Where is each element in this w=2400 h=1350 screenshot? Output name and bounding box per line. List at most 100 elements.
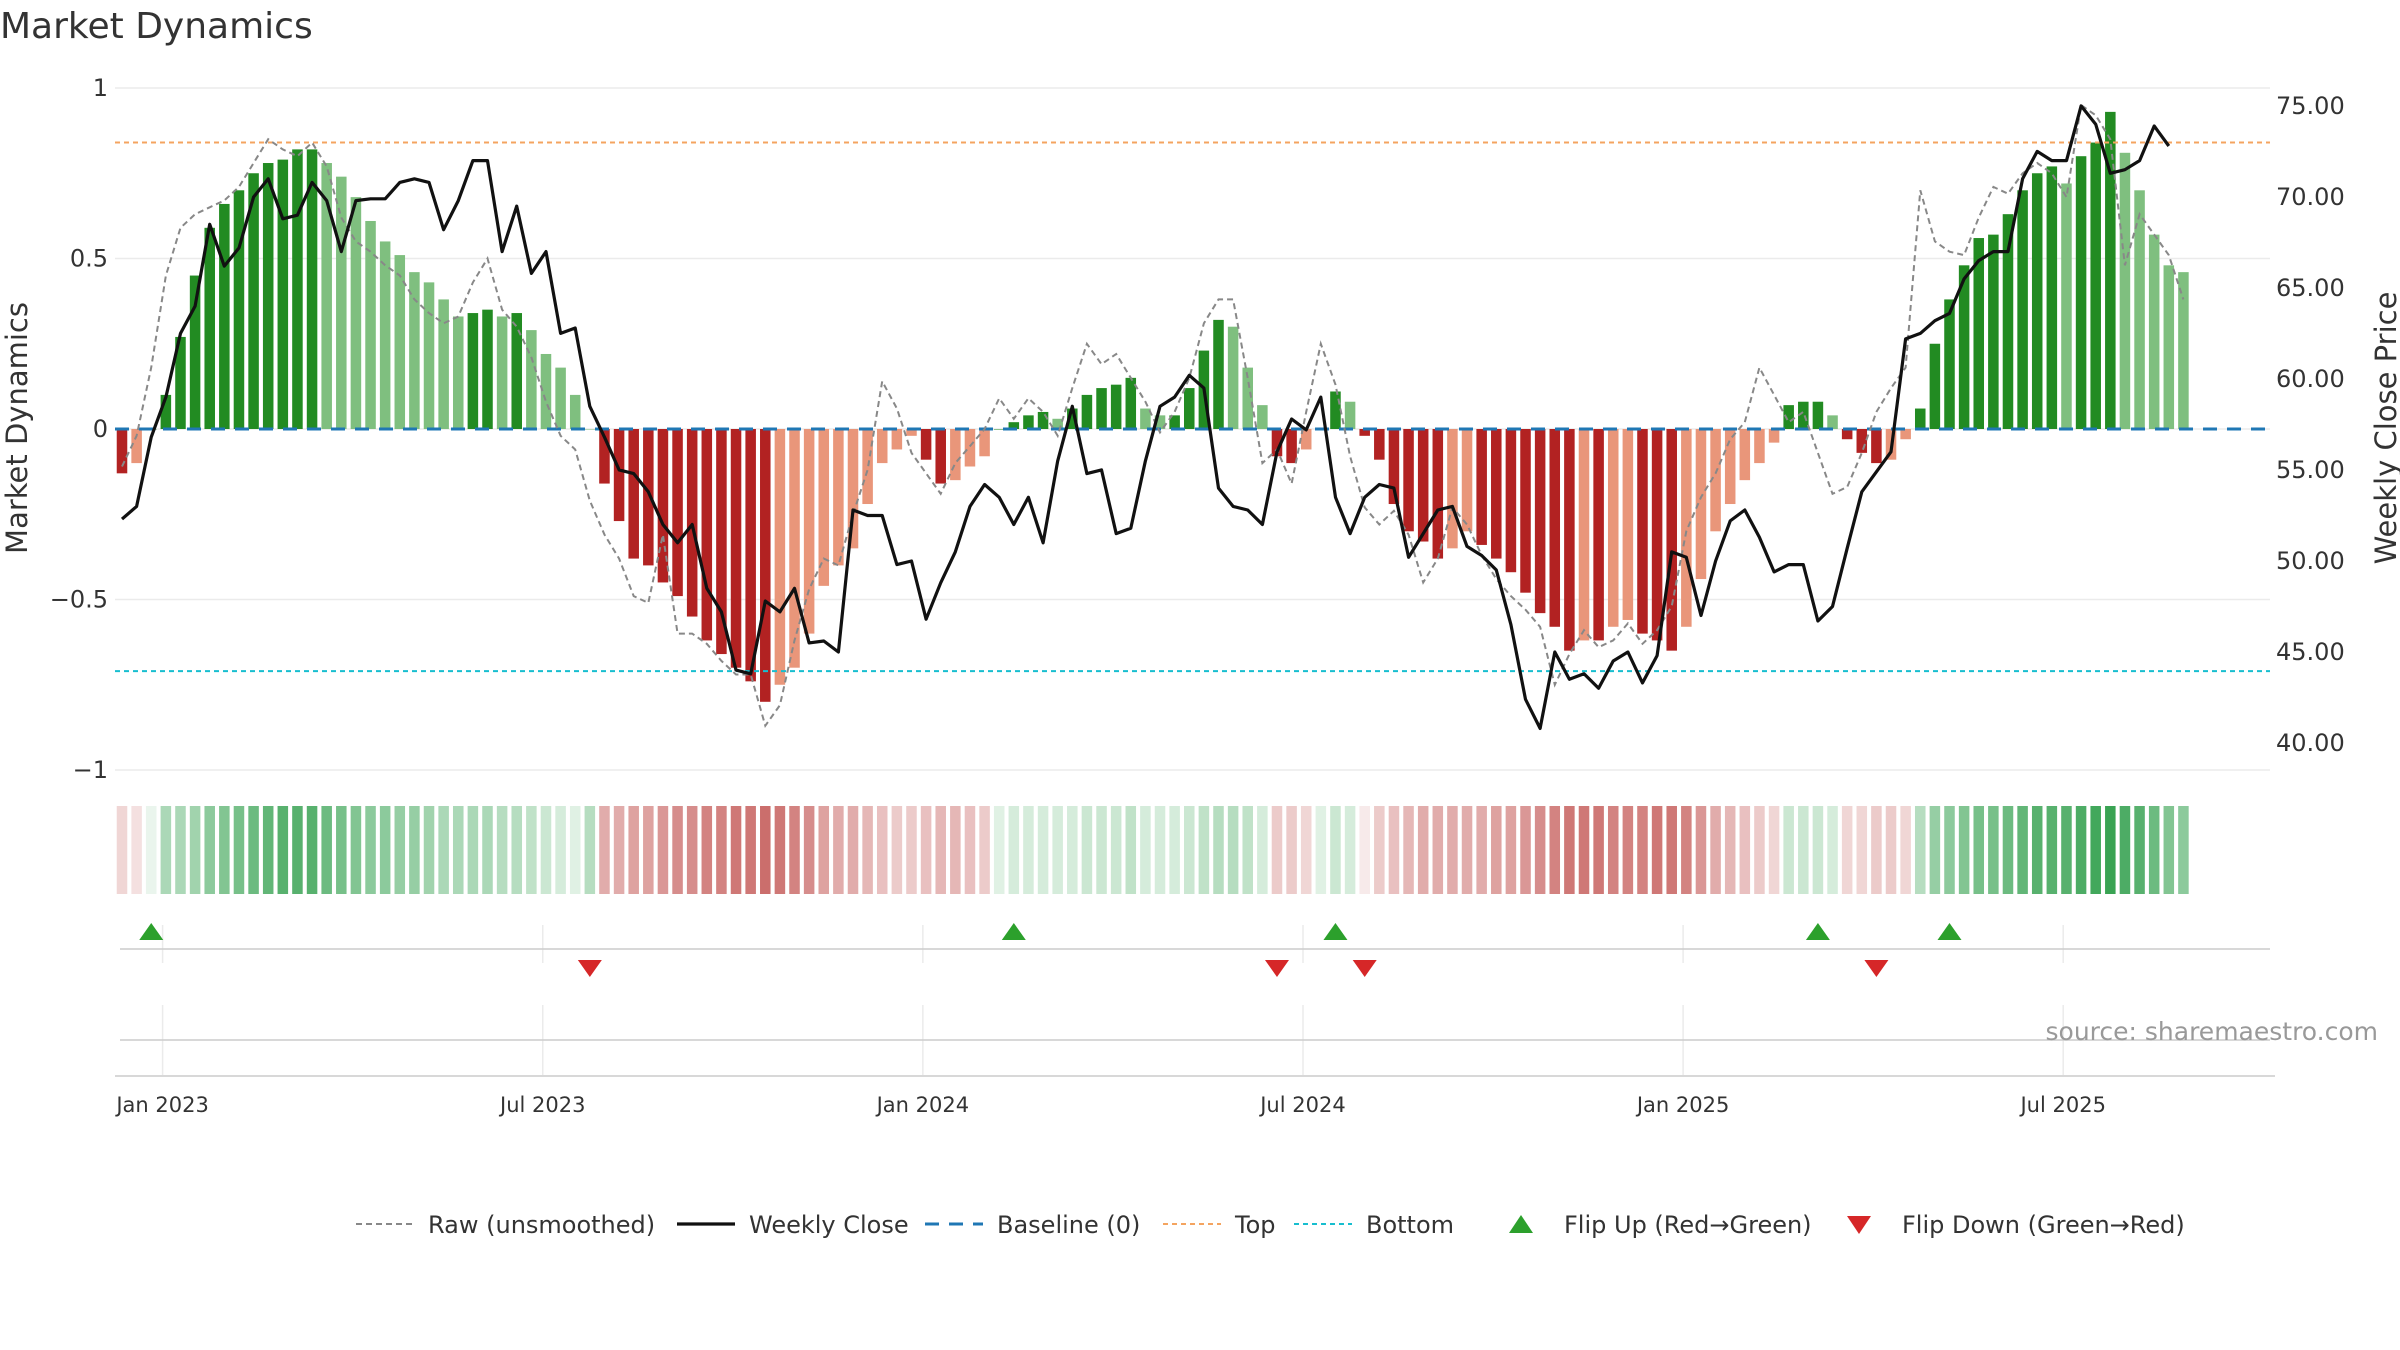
flip-up-marker xyxy=(1805,923,1830,940)
dynamics-bar xyxy=(1871,429,1882,464)
regime-cell xyxy=(2148,806,2160,894)
dynamics-bar xyxy=(569,394,581,429)
flip-up-marker xyxy=(1323,923,1348,940)
regime-cell xyxy=(175,806,186,894)
regime-cell xyxy=(394,806,406,894)
regime-cell xyxy=(1491,806,1502,894)
regime-cell xyxy=(2002,806,2014,894)
dynamics-bar xyxy=(1432,429,1444,559)
regime-cell xyxy=(716,806,727,894)
regime-cell xyxy=(1871,806,1882,894)
regime-cell xyxy=(1198,806,1210,894)
regime-cell xyxy=(189,806,201,894)
dynamics-bar xyxy=(833,429,844,566)
regime-cell xyxy=(1125,806,1137,894)
regime-cell xyxy=(657,806,669,894)
dynamics-bar xyxy=(1520,429,1531,593)
dynamics-bar xyxy=(701,429,713,641)
regime-cell xyxy=(1841,806,1853,894)
regime-cell xyxy=(2017,806,2028,894)
weekly-close-line xyxy=(120,104,2171,731)
regime-cell xyxy=(1081,806,1093,894)
regime-cell xyxy=(1988,806,1999,894)
dynamics-bar xyxy=(745,429,756,682)
regime-cell xyxy=(2046,806,2058,894)
dynamics-bar xyxy=(979,429,990,457)
axes: 1 0.5 0 −0.5 −1 75.00 70.00 65.00 60.00 55.00 50.0… xyxy=(50,74,2345,1117)
regime-cell xyxy=(979,806,990,894)
dynamics-bar xyxy=(1856,429,1868,453)
dynamics-bar xyxy=(643,429,654,566)
regime-cell xyxy=(1417,806,1429,894)
regime-cell xyxy=(1110,806,1122,894)
regime-cell xyxy=(452,806,464,894)
regime-cell xyxy=(774,806,786,894)
regime-cell xyxy=(920,806,932,894)
regime-cell xyxy=(935,806,946,894)
regime-cell xyxy=(1534,806,1546,894)
regime-cell xyxy=(1929,806,1941,894)
dynamics-bar xyxy=(891,429,903,450)
regime-cell xyxy=(496,806,508,894)
regime-cell xyxy=(321,806,332,894)
y-right-tick-label: 60.00 xyxy=(2276,365,2345,393)
regime-cell xyxy=(160,806,172,894)
regime-cell xyxy=(1812,806,1824,894)
dynamics-bar xyxy=(233,190,245,429)
regime-cell xyxy=(1505,806,1517,894)
y-left-tick-label: −1 xyxy=(73,756,108,784)
x-tick-label: Jan 2023 xyxy=(114,1093,209,1117)
regime-cell xyxy=(204,806,215,894)
dynamics-bar xyxy=(1461,429,1473,532)
chart-title: Market Dynamics xyxy=(0,6,313,47)
dynamics-bar xyxy=(1286,429,1297,464)
regime-cell xyxy=(482,806,493,894)
dynamics-bar xyxy=(789,429,800,668)
flip-down-marker xyxy=(577,960,602,977)
dynamics-bar xyxy=(540,353,552,429)
dynamics-bar xyxy=(1447,429,1458,549)
dynamics-bar xyxy=(1359,429,1370,436)
dynamics-bar xyxy=(496,316,508,429)
regime-cell xyxy=(379,806,391,894)
dynamics-bar xyxy=(1344,401,1356,429)
dynamics-bar xyxy=(774,429,786,685)
flip-markers xyxy=(115,923,2275,1077)
dynamics-bar xyxy=(1607,429,1619,627)
dynamics-bar xyxy=(1798,401,1809,429)
regime-cell xyxy=(467,806,479,894)
legend-label: Bottom xyxy=(1366,1211,1454,1239)
dynamics-bar xyxy=(1374,429,1385,460)
dynamics-bar xyxy=(1593,429,1604,641)
regime-cell xyxy=(277,806,289,894)
dynamics-bar xyxy=(1388,429,1400,505)
dynamics-bar xyxy=(1841,429,1853,440)
dynamics-bar xyxy=(760,429,771,702)
dynamics-bar xyxy=(1081,394,1093,429)
regime-cell xyxy=(2061,806,2072,894)
dynamics-bar xyxy=(1505,429,1517,573)
dynamics-bar xyxy=(628,429,639,559)
dynamics-bar xyxy=(438,299,449,429)
price-and-raw-lines xyxy=(120,103,2185,731)
dynamics-bar xyxy=(818,429,830,586)
dynamics-bar xyxy=(1476,429,1487,545)
dynamics-bar xyxy=(306,149,318,429)
y-right-label: Weekly Close Price xyxy=(2369,292,2400,565)
dynamics-bar xyxy=(803,429,815,634)
legend-label: Raw (unsmoothed) xyxy=(428,1211,655,1239)
regime-cell xyxy=(145,806,157,894)
regime-cell xyxy=(891,806,903,894)
regime-cell xyxy=(950,806,961,894)
regime-cell xyxy=(1520,806,1531,894)
regime-cell xyxy=(1242,806,1254,894)
regime-cell xyxy=(540,806,552,894)
regime-cell xyxy=(233,806,245,894)
y-left-label: Market Dynamics xyxy=(0,302,34,554)
dynamics-bar xyxy=(1914,408,1926,429)
regime-cell xyxy=(1885,806,1897,894)
regime-cell xyxy=(964,806,976,894)
dynamics-bar xyxy=(365,220,376,429)
dynamics-bar xyxy=(1973,238,1985,429)
